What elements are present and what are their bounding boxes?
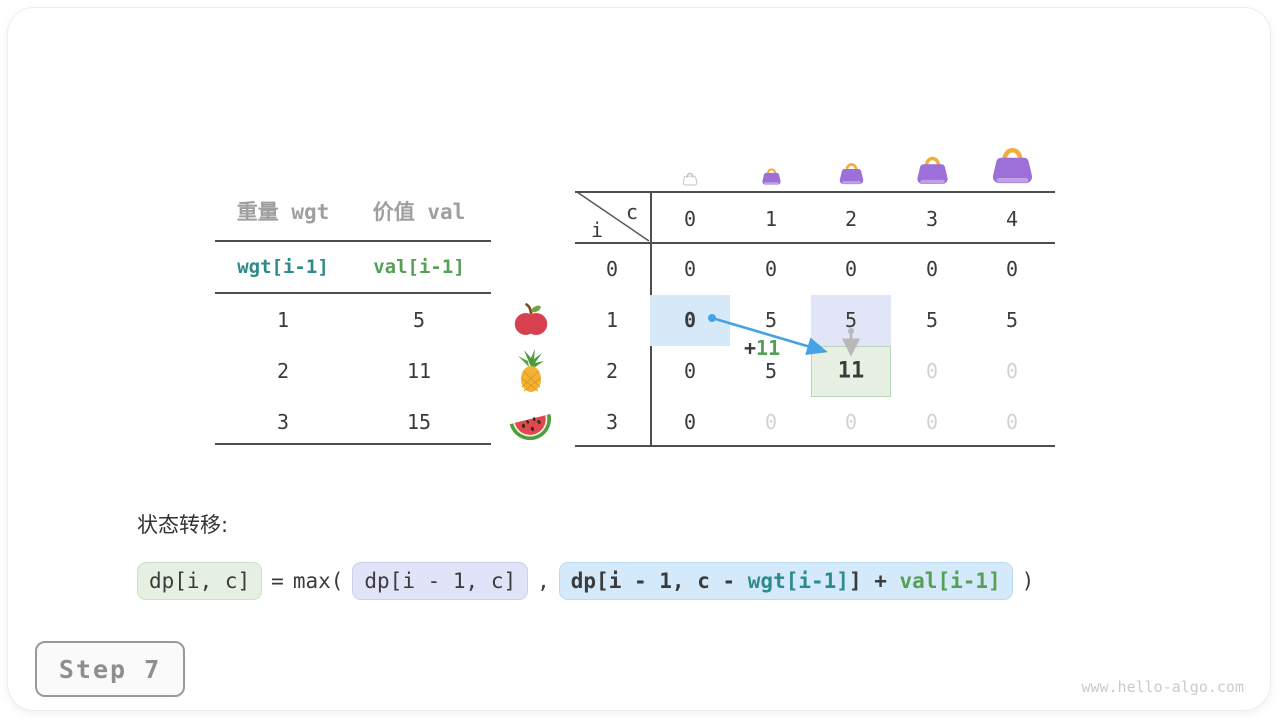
dp-cell-r2-c4: 0	[1005, 359, 1019, 383]
dp-row-header-0: 0	[605, 257, 619, 281]
items-table-header-0: 重量 wgt	[236, 200, 330, 224]
state-transition-heading: 状态转移:	[137, 513, 229, 537]
dp-cell-r3-c0: 0	[683, 410, 697, 434]
plus-operator: +	[744, 336, 757, 360]
bag-icon-3	[915, 153, 950, 186]
dp-cell-r3-c3: 0	[925, 410, 939, 434]
dp-row-header-1: 1	[605, 308, 619, 332]
apple-icon	[511, 300, 551, 340]
formula-close: )	[1021, 569, 1035, 593]
dp-col-header-2: 2	[844, 207, 858, 231]
dp-cell-r1-c2: 5	[844, 308, 858, 332]
dp-cell-r1-c0: 0	[683, 308, 697, 332]
dp-corner-col-label: c	[625, 200, 639, 224]
items-table-rule-2	[215, 443, 491, 445]
items-table-cell-r2-c0: 3	[276, 410, 290, 434]
dp-cell-r3-c1: 0	[764, 410, 778, 434]
pineapple-icon	[512, 347, 550, 395]
dp-cell-r1-c1: 5	[764, 308, 778, 332]
dp-col-header-1: 1	[764, 207, 778, 231]
dp-row-header-2: 2	[605, 359, 619, 383]
dp-cell-r0-c3: 0	[925, 257, 939, 281]
dp-rule-header-sep	[575, 242, 1055, 244]
watermark: www.hello-algo.com	[1081, 678, 1244, 696]
bag-icon-4	[990, 143, 1035, 186]
items-table-subheader-1: val[i-1]	[373, 256, 465, 278]
dp-cell-r2-c2: 11	[837, 358, 865, 384]
dp-cell-r2-c3: 0	[925, 359, 939, 383]
empty-bag-icon	[682, 171, 698, 186]
formula-comma: ,	[537, 569, 550, 593]
items-table-rule-0	[215, 240, 491, 242]
items-table-cell-r0-c1: 5	[412, 308, 426, 332]
items-table-cell-r2-c1: 15	[406, 410, 432, 434]
bag-icon-2	[838, 160, 865, 186]
dp-rule-top	[575, 191, 1055, 193]
dp-cell-r0-c4: 0	[1005, 257, 1019, 281]
formula-max-open: max(	[292, 569, 344, 593]
formula-arg2-prefix: dp[i - 1, c -	[570, 569, 748, 593]
items-table-cell-r0-c0: 1	[276, 308, 290, 332]
dp-row-header-3: 3	[605, 410, 619, 434]
dp-corner-row-label: i	[590, 218, 604, 242]
items-table-rule-1	[215, 292, 491, 294]
dp-cell-r2-c0: 0	[683, 359, 697, 383]
step-badge: Step 7	[35, 641, 185, 697]
dp-cell-r0-c0: 0	[683, 257, 697, 281]
dp-col-header-3: 3	[925, 207, 939, 231]
items-table-subheader-0: wgt[i-1]	[237, 256, 329, 278]
dp-cell-r2-c1: 5	[764, 359, 778, 383]
plus-value-annotation: +11	[744, 336, 780, 360]
dp-col-header-0: 0	[683, 207, 697, 231]
formula-arg2-chip: dp[i - 1, c - wgt[i-1]] + val[i-1]	[558, 562, 1013, 600]
formula-arg2-mid: ] +	[848, 569, 900, 593]
state-transition-formula: dp[i, c] = max( dp[i - 1, c] , dp[i - 1,…	[137, 562, 1034, 600]
watermelon-icon	[505, 405, 557, 443]
dp-cell-r0-c1: 0	[764, 257, 778, 281]
dp-cell-r3-c4: 0	[1005, 410, 1019, 434]
items-table-cell-r1-c1: 11	[406, 359, 432, 383]
formula-lhs-chip: dp[i, c]	[137, 562, 263, 600]
dp-cell-r1-c4: 5	[1005, 308, 1019, 332]
dp-cell-r1-c3: 5	[925, 308, 939, 332]
items-table-cell-r1-c0: 2	[276, 359, 290, 383]
bag-icon-1	[761, 166, 782, 186]
dp-cell-r3-c2: 0	[844, 410, 858, 434]
formula-arg2-val: val[i-1]	[899, 569, 1001, 593]
plus-value: 11	[756, 336, 781, 360]
dp-col-header-4: 4	[1005, 207, 1019, 231]
dp-rule-bottom	[575, 445, 1055, 447]
formula-arg2-wgt: wgt[i-1]	[747, 569, 849, 593]
items-table-header-1: 价值 val	[372, 200, 466, 224]
formula-arg1-chip: dp[i - 1, c]	[352, 562, 529, 600]
formula-equals: =	[271, 569, 284, 593]
header-diagonal-line	[576, 191, 650, 242]
step-label: Step 7	[58, 654, 162, 684]
dp-cell-r0-c2: 0	[844, 257, 858, 281]
